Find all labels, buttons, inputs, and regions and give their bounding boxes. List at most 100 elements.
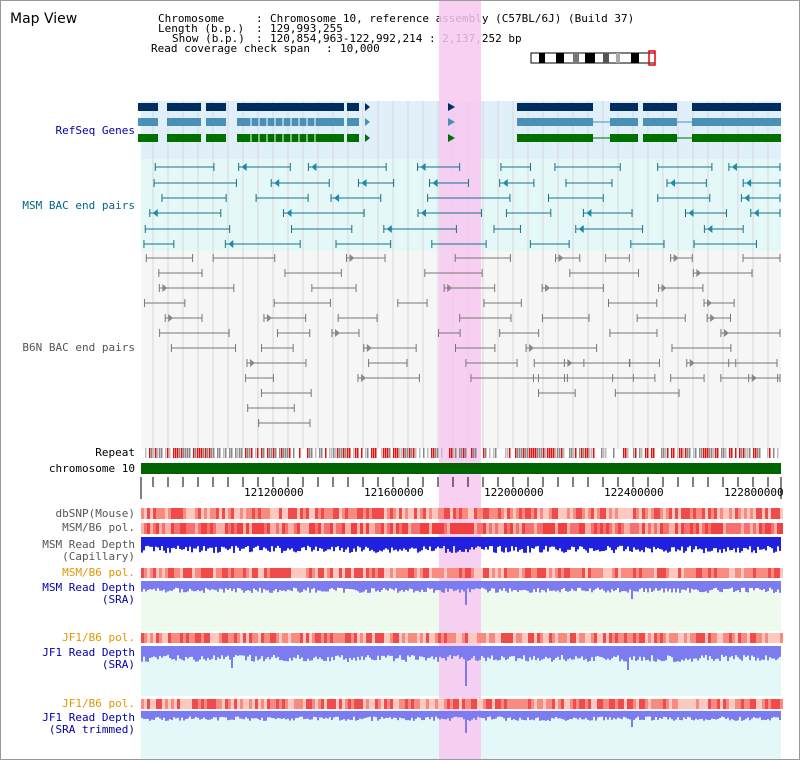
heat-cell bbox=[288, 508, 291, 519]
depth-bar bbox=[291, 537, 293, 549]
heat-cell bbox=[627, 508, 630, 519]
depth-bar bbox=[275, 537, 277, 548]
chromosome-bar[interactable] bbox=[141, 463, 781, 474]
heat-cell bbox=[150, 523, 153, 534]
track-label-msm-bac[interactable]: MSM BAC end pairs bbox=[22, 199, 135, 212]
depth-bar bbox=[667, 646, 669, 656]
read-depth-tracks[interactable] bbox=[141, 537, 781, 733]
depth-bar bbox=[273, 711, 275, 719]
repeat-element bbox=[195, 448, 197, 458]
msm-bac-end-pairs-track[interactable] bbox=[143, 163, 781, 248]
heat-cell bbox=[180, 633, 183, 643]
bac-arrow bbox=[168, 314, 174, 322]
heat-cell bbox=[654, 523, 657, 534]
depth-bar bbox=[659, 646, 661, 661]
depth-bar bbox=[379, 581, 381, 592]
heat-cell bbox=[534, 633, 537, 643]
depth-bar bbox=[579, 537, 581, 547]
depth-bar bbox=[551, 537, 553, 547]
depth-bar bbox=[385, 711, 387, 718]
repeat-element bbox=[287, 448, 289, 458]
heat-cell bbox=[516, 568, 519, 578]
track-label-jf1-depth-trimmed[interactable]: JF1 Read Depth bbox=[42, 711, 135, 724]
heat-cell bbox=[690, 699, 693, 709]
heat-cell bbox=[354, 568, 357, 578]
depth-bar bbox=[499, 537, 501, 546]
depth-bar bbox=[515, 711, 517, 721]
heat-cell bbox=[183, 633, 186, 643]
track-label-msm-depth-capillary[interactable]: MSM Read Depth bbox=[42, 538, 135, 551]
repeat-element bbox=[519, 448, 521, 458]
depth-bar bbox=[571, 711, 573, 720]
highlight-region[interactable] bbox=[439, 1, 481, 759]
track-label-jf1-b6-pol-2[interactable]: JF1/B6 pol. bbox=[62, 697, 135, 710]
depth-bar bbox=[741, 537, 743, 552]
heat-cell bbox=[459, 523, 462, 534]
depth-bar bbox=[537, 581, 539, 589]
depth-bar bbox=[229, 711, 231, 720]
track-label-chromosome[interactable]: chromosome 10 bbox=[48, 462, 135, 475]
heat-cell bbox=[747, 568, 750, 578]
heat-cell bbox=[219, 568, 222, 578]
heat-cell bbox=[294, 633, 297, 643]
b6n-bac-end-pairs-track[interactable] bbox=[144, 254, 781, 427]
depth-bar bbox=[311, 646, 313, 661]
heat-cell bbox=[231, 633, 234, 643]
depth-bar bbox=[539, 646, 541, 661]
track-label-msm-depth-sra[interactable]: MSM Read Depth bbox=[42, 581, 135, 594]
depth-bar bbox=[289, 581, 291, 591]
heat-cell bbox=[714, 633, 717, 643]
depth-bar bbox=[391, 581, 393, 590]
depth-bar bbox=[251, 646, 253, 662]
depth-bar bbox=[627, 646, 629, 670]
track-label-jf1-depth-sra[interactable]: JF1 Read Depth bbox=[42, 646, 135, 659]
track-label-jf1-b6-pol[interactable]: JF1/B6 pol. bbox=[62, 631, 135, 644]
depth-bar bbox=[573, 711, 575, 718]
heat-cell bbox=[615, 633, 618, 643]
depth-bar bbox=[287, 711, 289, 719]
heat-cell bbox=[198, 633, 201, 643]
repeat-element bbox=[647, 448, 649, 458]
depth-bar bbox=[559, 581, 561, 593]
heat-cell bbox=[321, 633, 324, 643]
depth-bar bbox=[257, 646, 259, 661]
repeat-element bbox=[435, 448, 437, 458]
heat-cell bbox=[741, 568, 744, 578]
heat-cell bbox=[753, 633, 756, 643]
heat-cell bbox=[696, 699, 699, 709]
track-label-msm-b6-pol-2[interactable]: MSM/B6 pol. bbox=[62, 566, 135, 579]
depth-bar bbox=[615, 646, 617, 658]
chromosome-ideogram[interactable] bbox=[530, 50, 656, 66]
refseq-genes-track[interactable] bbox=[138, 103, 781, 142]
track-label-dbsnp[interactable]: dbSNP(Mouse) bbox=[55, 507, 135, 520]
track-label-refseq-genes[interactable]: RefSeq Genes bbox=[55, 124, 135, 137]
depth-bar bbox=[179, 711, 181, 721]
heat-cell bbox=[147, 699, 150, 709]
heat-cell bbox=[588, 568, 591, 578]
heat-cell bbox=[366, 633, 369, 643]
depth-bar bbox=[205, 581, 207, 588]
heat-cell bbox=[615, 523, 618, 534]
depth-bar bbox=[585, 581, 587, 592]
track-label-repeat[interactable]: Repeat bbox=[95, 446, 135, 459]
depth-bar bbox=[527, 581, 529, 592]
heat-cell bbox=[192, 523, 195, 534]
heatmap-tracks[interactable] bbox=[141, 508, 783, 709]
track-label-msm-b6-pol[interactable]: MSM/B6 pol. bbox=[62, 521, 135, 534]
depth-bar bbox=[235, 581, 237, 593]
heat-cell bbox=[582, 508, 585, 519]
depth-bar bbox=[429, 537, 431, 547]
repeat-element bbox=[723, 448, 725, 458]
track-label-b6n-bac[interactable]: B6N BAC end pairs bbox=[22, 341, 135, 354]
depth-bar bbox=[657, 711, 659, 720]
heat-cell bbox=[645, 568, 648, 578]
heat-cell bbox=[195, 633, 198, 643]
depth-bar bbox=[613, 711, 615, 719]
depth-bar bbox=[671, 711, 673, 720]
depth-bar bbox=[521, 581, 523, 591]
repeat-track[interactable] bbox=[145, 448, 779, 458]
depth-bar bbox=[175, 711, 177, 719]
depth-bar bbox=[189, 581, 191, 589]
depth-bar bbox=[477, 581, 479, 589]
